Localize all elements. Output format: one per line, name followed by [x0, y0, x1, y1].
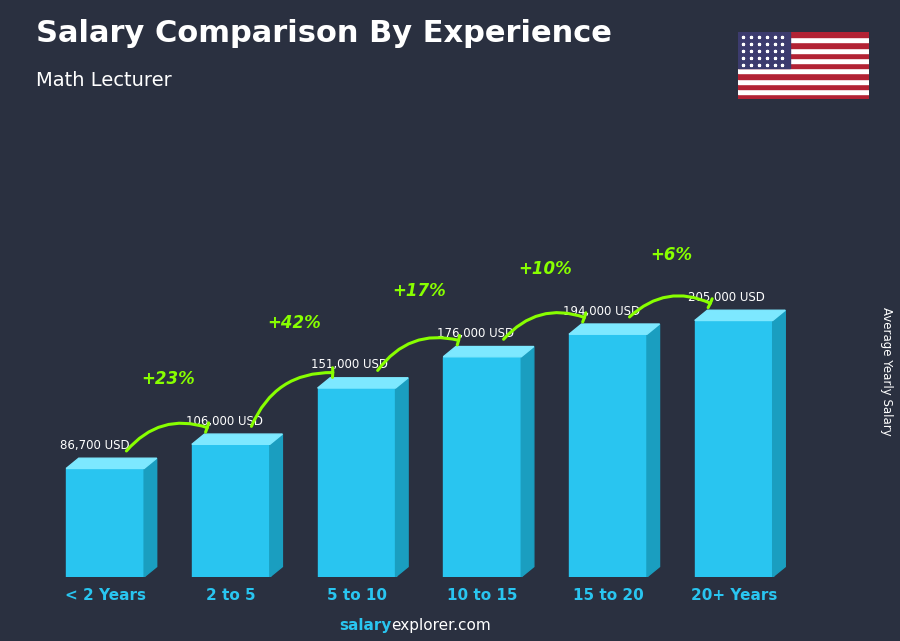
Polygon shape: [395, 378, 408, 577]
Polygon shape: [773, 310, 786, 577]
Bar: [738, 37, 868, 42]
Bar: [738, 32, 868, 37]
Bar: [738, 42, 868, 47]
Bar: [569, 334, 647, 577]
Text: 194,000 USD: 194,000 USD: [562, 304, 640, 317]
Polygon shape: [318, 378, 408, 388]
Polygon shape: [192, 434, 283, 444]
Polygon shape: [521, 347, 534, 577]
Bar: [738, 84, 868, 89]
Text: 86,700 USD: 86,700 USD: [60, 439, 130, 452]
Bar: [738, 53, 868, 58]
Bar: [738, 69, 868, 74]
Text: 176,000 USD: 176,000 USD: [437, 327, 514, 340]
Polygon shape: [647, 324, 660, 577]
Bar: [738, 74, 868, 79]
Text: 205,000 USD: 205,000 USD: [688, 291, 765, 304]
Polygon shape: [144, 458, 157, 577]
Text: +17%: +17%: [392, 283, 446, 301]
Text: salary: salary: [339, 619, 392, 633]
Text: Math Lecturer: Math Lecturer: [36, 71, 172, 90]
Text: explorer.com: explorer.com: [392, 619, 491, 633]
Bar: [738, 32, 790, 69]
Bar: [738, 47, 868, 53]
Text: 106,000 USD: 106,000 USD: [185, 415, 263, 428]
Polygon shape: [270, 434, 283, 577]
Polygon shape: [569, 324, 660, 334]
Polygon shape: [67, 458, 157, 469]
Text: Salary Comparison By Experience: Salary Comparison By Experience: [36, 19, 612, 48]
Bar: [738, 79, 868, 84]
Text: +6%: +6%: [650, 246, 692, 264]
Bar: [67, 469, 144, 577]
Bar: [738, 63, 868, 69]
Text: Average Yearly Salary: Average Yearly Salary: [880, 308, 893, 436]
Bar: [695, 320, 773, 577]
Polygon shape: [444, 347, 534, 357]
Bar: [738, 89, 868, 94]
Text: +10%: +10%: [518, 260, 572, 278]
Bar: [192, 444, 270, 577]
Polygon shape: [695, 310, 786, 320]
Bar: [738, 58, 868, 63]
Text: +42%: +42%: [266, 313, 320, 331]
Bar: [738, 94, 868, 99]
Text: 151,000 USD: 151,000 USD: [311, 358, 388, 371]
Bar: [444, 357, 521, 577]
Bar: [318, 388, 395, 577]
Text: +23%: +23%: [141, 370, 195, 388]
